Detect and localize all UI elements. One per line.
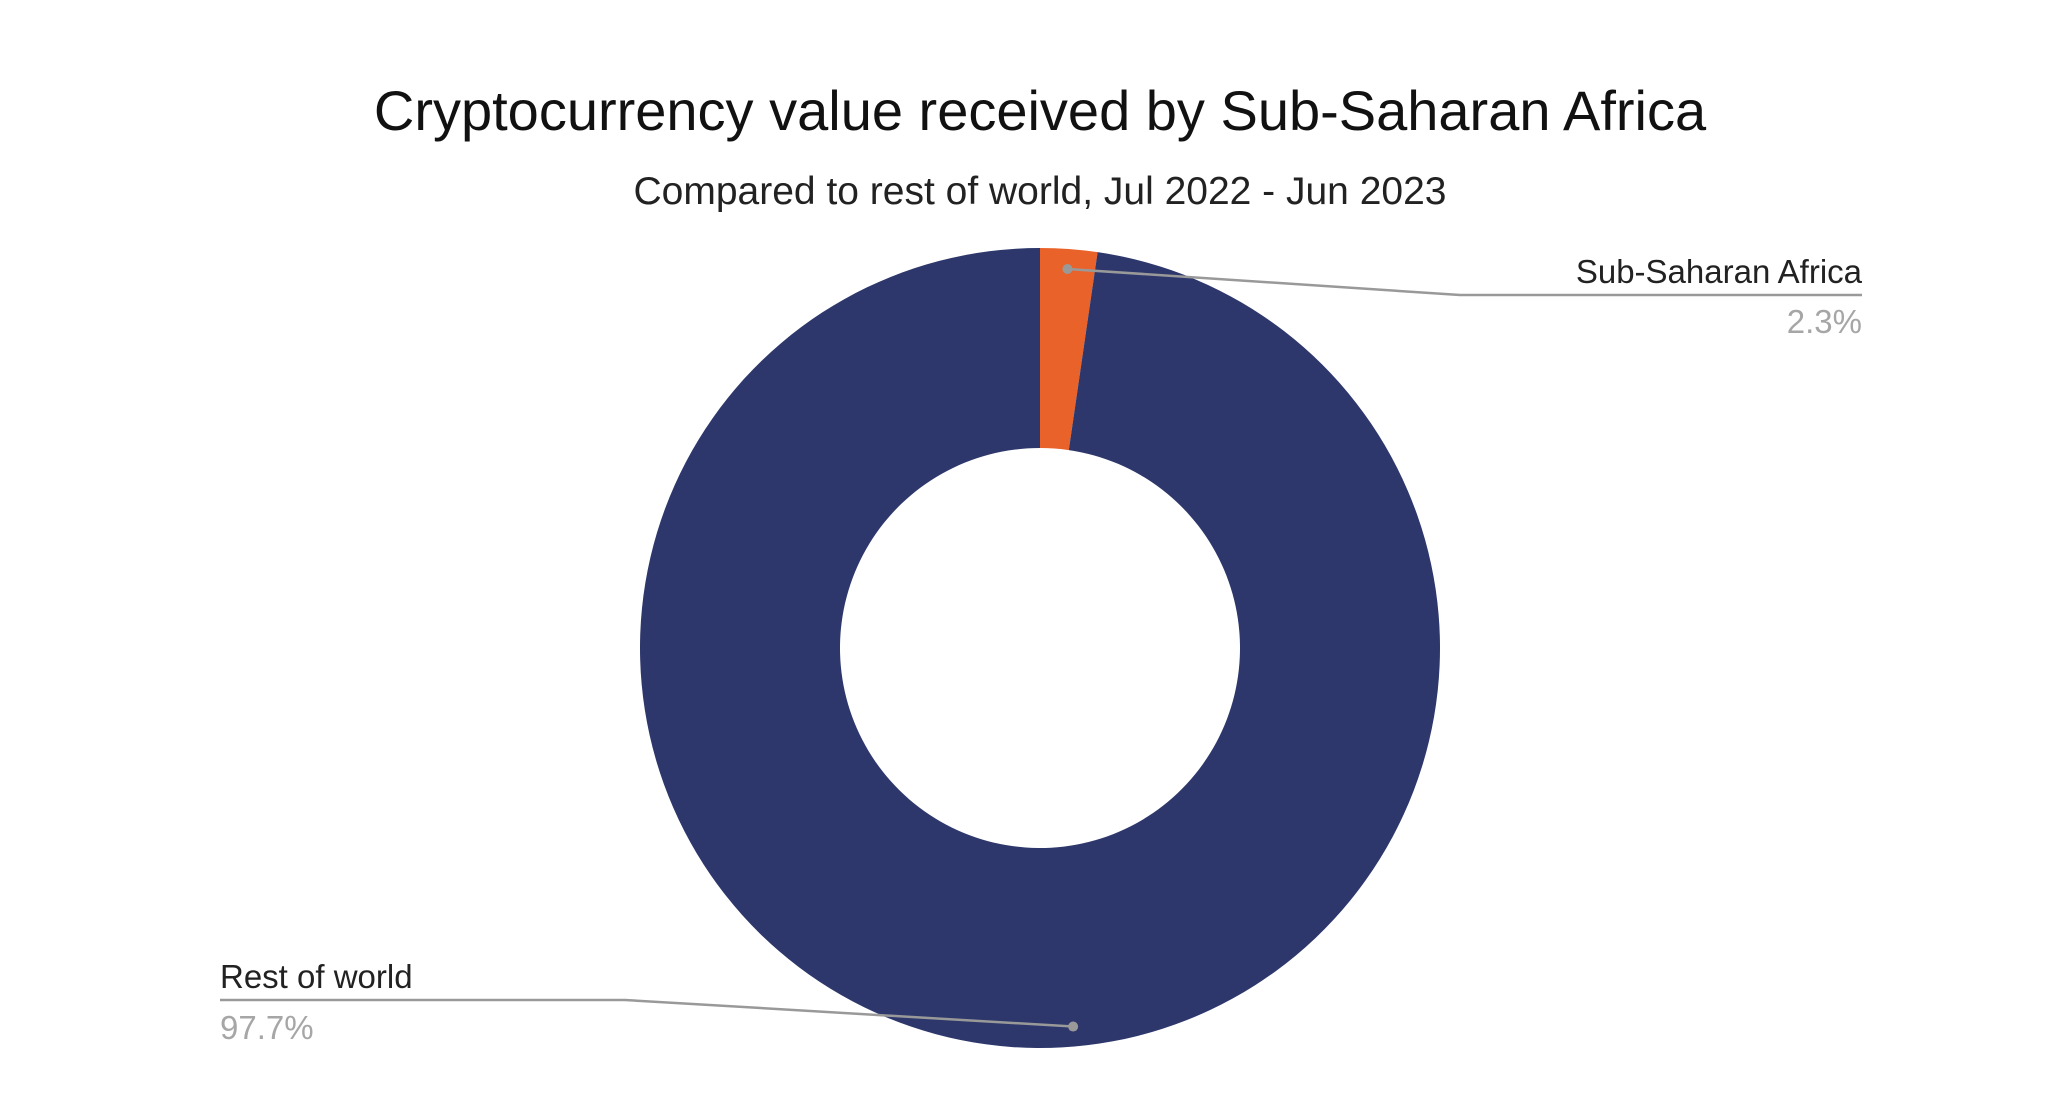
callout-sub-saharan-africa: Sub-Saharan Africa 2.3% xyxy=(1062,253,1863,340)
callout-rest-of-world: Rest of world 97.7% xyxy=(220,958,1079,1046)
leader-dot-rest-of-world xyxy=(1068,1021,1079,1032)
leader-line-sub-saharan-africa xyxy=(1067,267,1862,297)
slice-label-sub-saharan-africa: Sub-Saharan Africa xyxy=(1576,253,1863,290)
chart-subtitle: Compared to rest of world, Jul 2022 - Ju… xyxy=(634,170,1447,213)
chart-title: Cryptocurrency value received by Sub-Sah… xyxy=(374,79,1707,142)
slice-value-sub-saharan-africa: 2.3% xyxy=(1787,303,1862,340)
slice-label-rest-of-world: Rest of world xyxy=(220,958,413,995)
donut-slices xyxy=(639,248,1440,1048)
slice-value-rest-of-world: 97.7% xyxy=(220,1009,314,1046)
donut-slice-sub-saharan-africa xyxy=(1040,248,1098,451)
leader-dot-sub-saharan-africa xyxy=(1062,263,1073,274)
donut-slice-rest-of-world xyxy=(639,248,1440,1048)
leader-line-rest-of-world xyxy=(220,998,1074,1028)
